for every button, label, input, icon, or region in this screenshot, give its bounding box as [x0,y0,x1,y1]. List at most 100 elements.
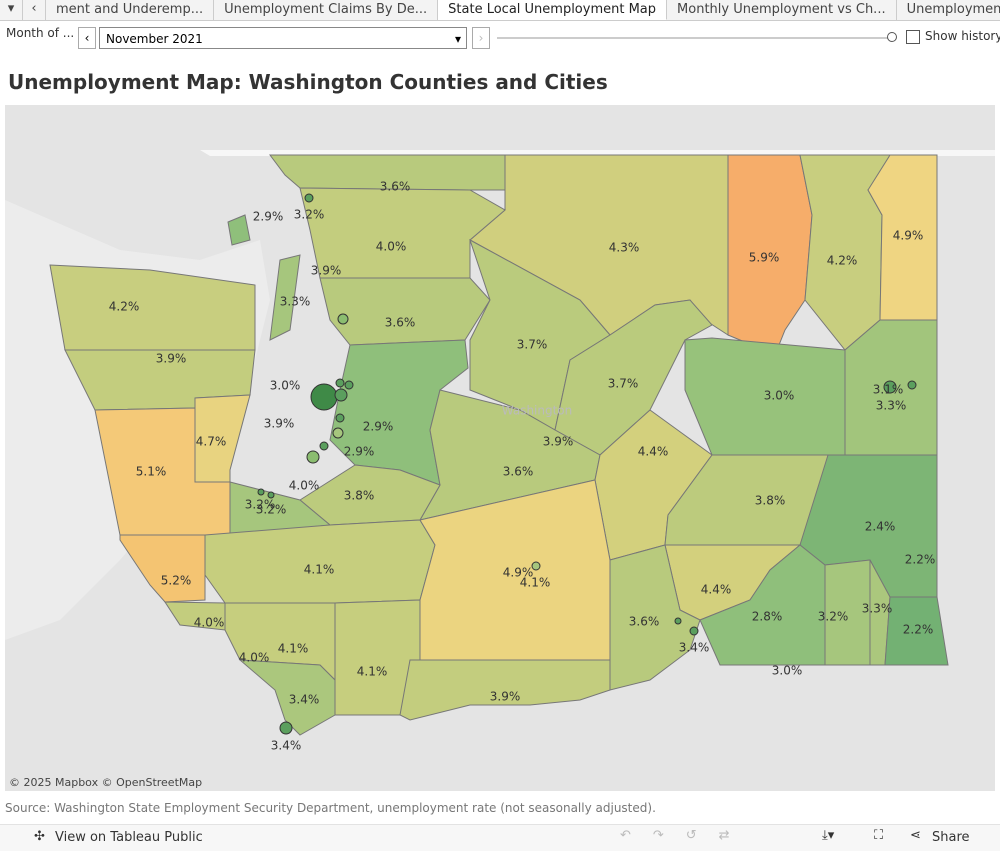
fullscreen[interactable]: ⛶ [874,828,884,843]
rate-label: 3.6% [503,465,534,479]
download[interactable]: ⤓▾ [822,828,835,843]
tab[interactable]: Monthly Unemployment vs Ch... [667,0,897,20]
rate-label: 3.0% [764,389,795,403]
rate-label: 3.6% [380,180,411,194]
rate-label: 3.3% [280,295,311,309]
city [907,380,917,390]
county [299,187,506,279]
rate-label: 3.9% [543,435,574,449]
rate-label: 2.2% [905,553,936,567]
rate-label: 2.8% [752,610,783,624]
county [49,264,256,351]
rate-label: 4.1% [304,563,335,577]
rate-label: 3.7% [608,377,639,391]
rate-label: 4.9% [893,229,924,243]
city [304,193,314,203]
rate-label: 5.9% [749,251,780,265]
dropdown-arrow: ▾ [454,32,461,46]
county [319,277,491,346]
city [531,561,541,571]
month-dropdown[interactable]: November 2021 ▾ [99,27,467,49]
map-labels: 3.6%2.9% 3.2%4.0% 4.3%5.9% 4.2%4.9%3.9%4.2%… [109,180,936,753]
rate-label: 3.2% [256,503,287,517]
checkbox-label: Show history [925,29,1000,43]
rate-label: 3.6% [629,615,660,629]
city [267,491,275,499]
undo-redo[interactable]: ↶↷↺⇄ [620,828,752,843]
county [554,299,713,456]
next-month[interactable]: › [472,27,490,49]
view-link[interactable]: View on Tableau Public [55,830,203,845]
tab-bar: ▾ ‹ ment and Underemp... Unemployment Cl… [0,0,1000,21]
city [334,388,348,402]
county [227,214,251,246]
share[interactable]: Share [932,830,970,845]
county [269,254,301,341]
rate-label: 3.2% [245,498,276,512]
rate-label: 4.2% [827,254,858,268]
city [310,383,338,411]
rate-label: 3.9% [156,352,187,366]
rate-label: 3.4% [679,641,710,655]
city [689,626,699,636]
tab-prev[interactable]: ‹ [23,0,46,20]
slider-track [497,37,892,39]
tab[interactable]: ment and Underemp... [46,0,215,20]
city [332,427,344,439]
city [337,313,349,325]
slider-knob[interactable] [887,32,897,42]
rate-label: 3.4% [289,693,320,707]
city [335,378,345,388]
rate-label: 2.9% [253,210,284,224]
rate-label: 2.2% [903,623,934,637]
rate-label: 4.1% [278,642,309,656]
toolbar: ✣ View on Tableau Public ↶↷↺⇄ ⤓▾ ⛶ ⋖ Sha… [0,824,1000,851]
rate-label: 5.2% [161,574,192,588]
share-icon: ⋖ [910,828,921,843]
county [204,519,436,604]
filter-label: Month of ... [6,26,75,40]
rate-label: 3.0% [772,664,803,678]
rate-label: 3.8% [755,494,786,508]
rate-label: 3.4% [271,739,302,753]
rate-label: 3.3% [876,399,907,413]
rate-label: 3.9% [311,264,342,278]
city [344,380,354,390]
tab[interactable]: State Local Unemployment Map [438,0,668,20]
tab[interactable]: Unemployment by Ge [897,0,1000,20]
city [319,441,329,451]
rate-label: 4.1% [357,665,388,679]
rate-label: 3.7% [517,338,548,352]
attribution: © 2025 Mapbox © OpenStreetMap [9,776,202,789]
tab-menu[interactable]: ▾ [0,0,23,20]
city [335,413,345,423]
rate-label: 4.9% [503,566,534,580]
county [238,659,336,736]
city [306,450,320,464]
prev-month[interactable]: ‹ [78,27,96,49]
rate-label: 3.1% [873,383,904,397]
rate-label: 3.3% [862,602,893,616]
rate-label: 3.6% [385,316,416,330]
county [399,659,611,721]
rate-label: 2.9% [344,445,375,459]
rate-label: 3.2% [294,208,325,222]
rate-label: 3.8% [344,489,375,503]
rate-label: 4.0% [194,616,225,630]
rate-label: 3.0% [270,379,301,393]
tableau-icon: ✣ [34,829,45,844]
rate-label: 2.9% [363,420,394,434]
title: Unemployment Map: Washington Counties an… [8,70,608,94]
rate-label: 4.3% [609,241,640,255]
cities [257,193,917,735]
rate-label: 3.9% [264,417,295,431]
rate-label: 3.2% [818,610,849,624]
rate-label: 4.1% [520,576,551,590]
checkbox[interactable] [906,30,920,44]
rate-label: 4.0% [376,240,407,254]
month-value: November 2021 [106,32,203,46]
rate-label: 4.0% [239,651,270,665]
rate-label: 5.1% [136,465,167,479]
region-label: Washington [502,404,573,418]
tab[interactable]: Unemployment Claims By De... [214,0,439,20]
